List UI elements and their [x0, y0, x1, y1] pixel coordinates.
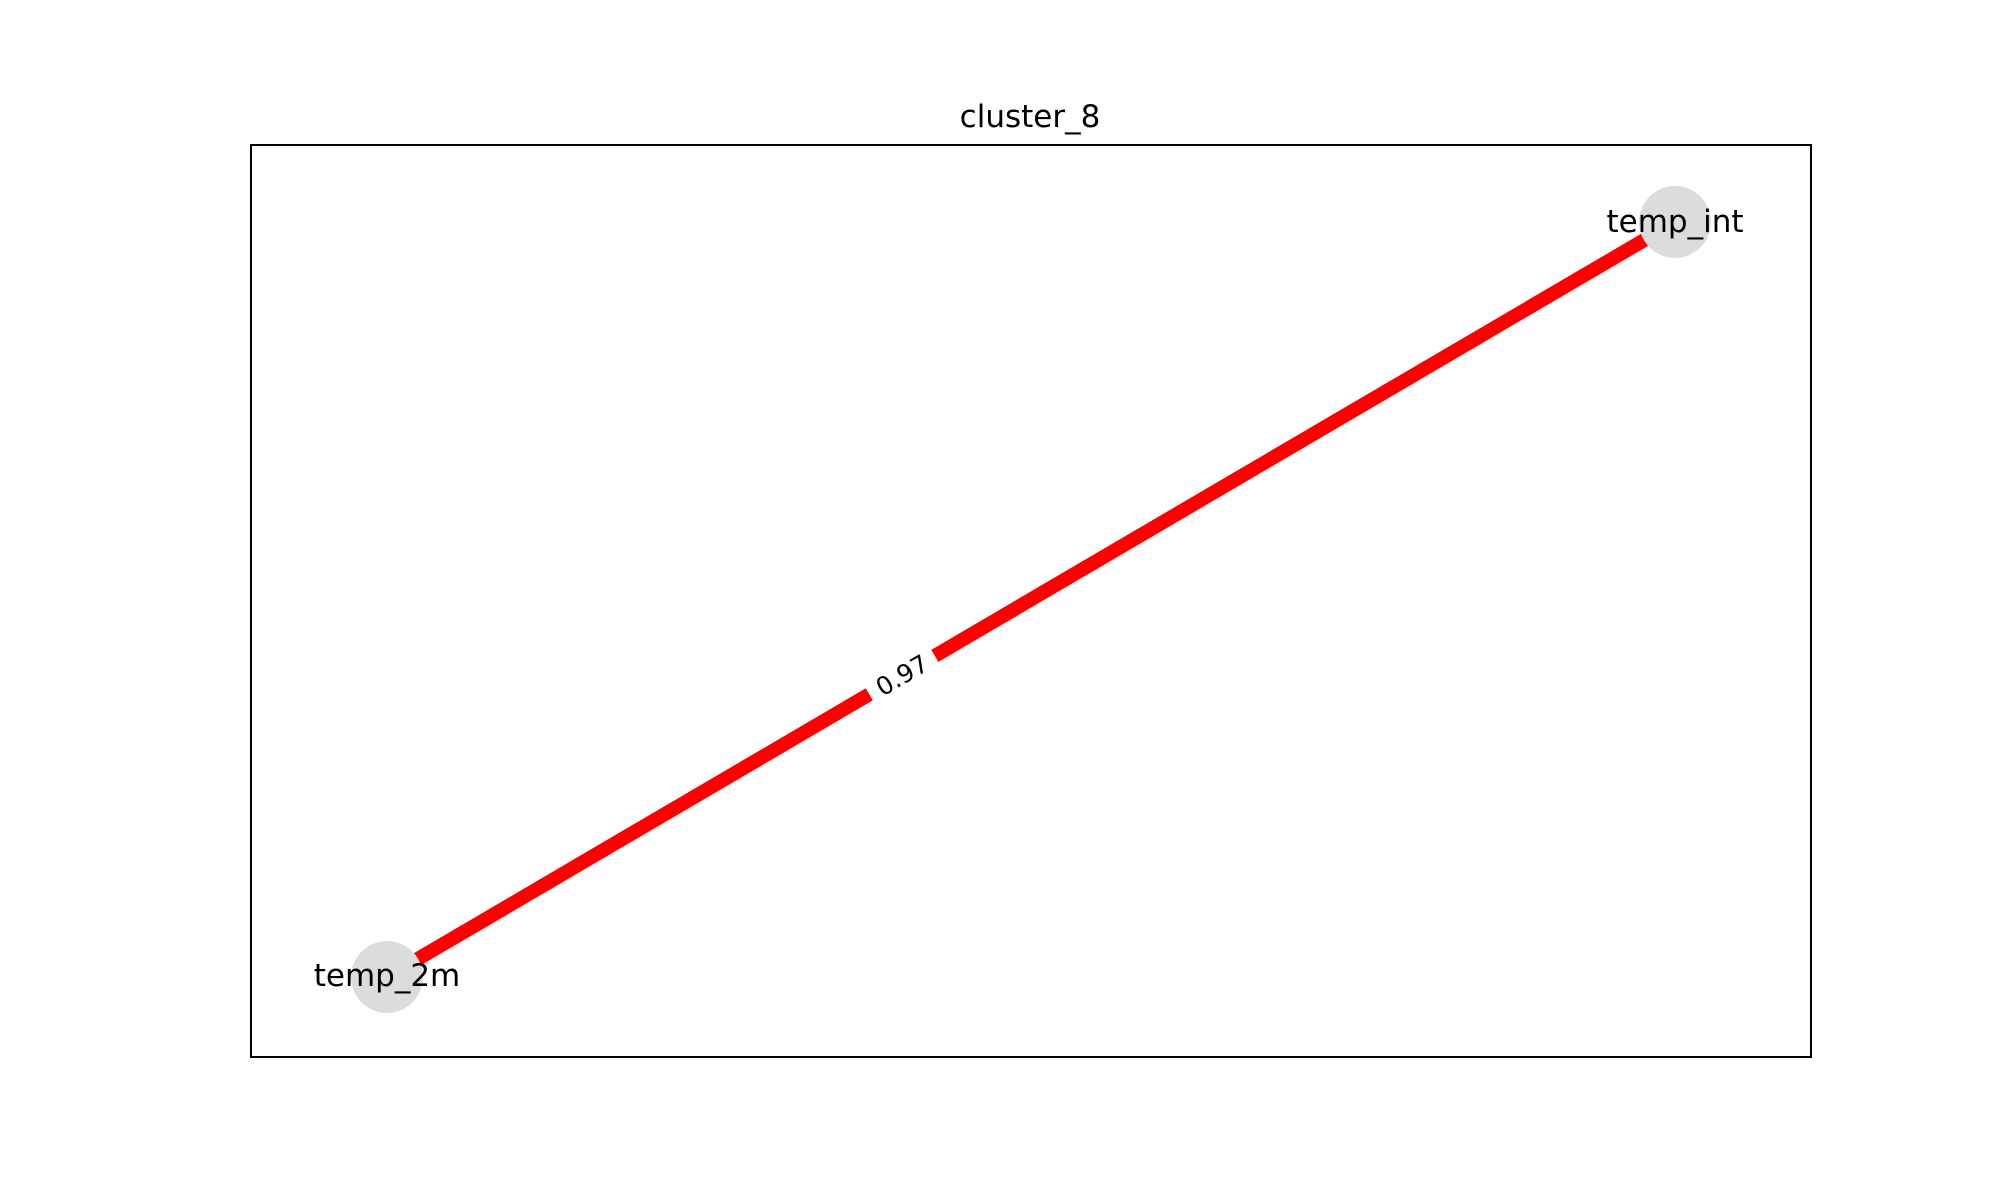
- edge-temp_2m-temp_int: [383, 215, 1679, 984]
- diagram-title: cluster_8: [960, 99, 1101, 135]
- node-temp_int: [1639, 186, 1711, 258]
- edge-label-background: [859, 638, 945, 712]
- plot-frame: [250, 144, 1812, 1058]
- node-label-temp_2m: temp_2m: [314, 958, 461, 994]
- node-label-temp_int: temp_int: [1606, 204, 1743, 240]
- node-temp_2m: [351, 941, 423, 1013]
